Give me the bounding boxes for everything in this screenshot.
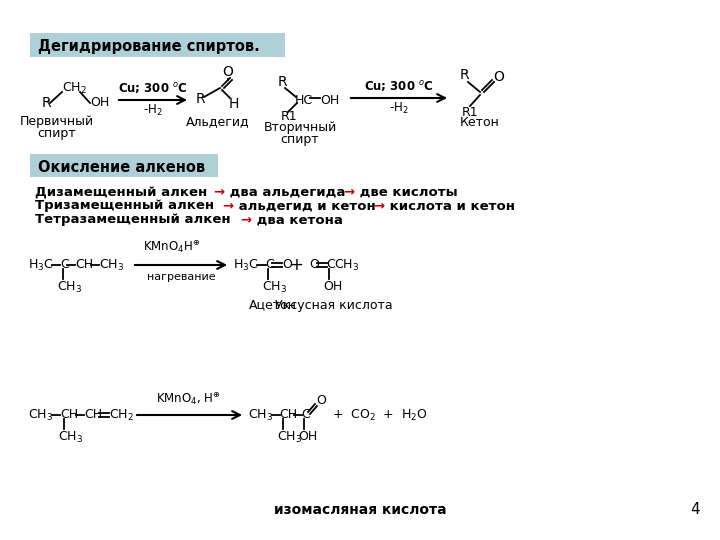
Text: 4: 4 <box>690 503 700 517</box>
Text: Cu; 300 $^o$C: Cu; 300 $^o$C <box>118 82 188 97</box>
Text: Ацетон: Ацетон <box>249 299 297 312</box>
Text: CH$_3$: CH$_3$ <box>28 408 53 422</box>
Text: OH: OH <box>323 280 342 294</box>
Text: H$_3$C: H$_3$C <box>28 258 53 273</box>
Text: два кетона: два кетона <box>252 213 343 226</box>
Text: CH$_3$: CH$_3$ <box>334 258 359 273</box>
Text: R: R <box>278 75 287 89</box>
Text: Уксусная кислота: Уксусная кислота <box>275 299 393 312</box>
Text: CH$_2$: CH$_2$ <box>62 80 87 96</box>
Text: +  CO$_2$  +  H$_2$O: + CO$_2$ + H$_2$O <box>332 408 428 422</box>
Text: KMnO$_4$H$^{\oplus}$: KMnO$_4$H$^{\oplus}$ <box>143 239 201 255</box>
Text: CH$_3$: CH$_3$ <box>248 408 273 422</box>
Text: CH$_3$: CH$_3$ <box>58 429 83 444</box>
Text: CH$_3$: CH$_3$ <box>262 280 287 294</box>
Bar <box>30 33 285 57</box>
Text: изомасляная кислота: изомасляная кислота <box>274 503 446 517</box>
Text: нагревание: нагревание <box>147 272 215 282</box>
Text: Первичный: Первичный <box>20 116 94 129</box>
Text: →: → <box>343 186 354 199</box>
Text: O: O <box>309 259 319 272</box>
Text: Тризамещенный алкен: Тризамещенный алкен <box>35 199 219 213</box>
Text: CH: CH <box>84 408 102 422</box>
Bar <box>30 154 218 177</box>
Text: HC: HC <box>295 93 313 106</box>
Text: две кислоты: две кислоты <box>355 186 458 199</box>
Text: CH: CH <box>279 408 297 422</box>
Text: →: → <box>240 213 251 226</box>
Text: +: + <box>289 256 303 274</box>
Text: C: C <box>301 408 310 422</box>
Text: кислота и кетон: кислота и кетон <box>385 199 515 213</box>
Text: OH: OH <box>320 93 339 106</box>
Text: OH: OH <box>298 430 318 443</box>
Text: альдегид и кетон: альдегид и кетон <box>234 199 380 213</box>
Text: →: → <box>213 186 224 199</box>
Text: O: O <box>493 70 504 84</box>
Text: C: C <box>265 259 274 272</box>
Text: H: H <box>229 97 239 111</box>
Text: спирт: спирт <box>281 132 319 145</box>
Text: CH$_2$: CH$_2$ <box>109 408 134 422</box>
Text: CH: CH <box>75 259 93 272</box>
Text: Кетон: Кетон <box>460 116 500 129</box>
Text: Дегидрирование спиртов.: Дегидрирование спиртов. <box>38 39 260 55</box>
Text: CH: CH <box>60 408 78 422</box>
Text: R: R <box>196 92 206 106</box>
Text: H$_3$C: H$_3$C <box>233 258 258 273</box>
Text: Альдегид: Альдегид <box>186 116 250 129</box>
Text: -H$_2$: -H$_2$ <box>143 103 163 118</box>
Text: C: C <box>60 259 68 272</box>
Text: O: O <box>282 259 292 272</box>
Text: KMnO$_4$, H$^{\oplus}$: KMnO$_4$, H$^{\oplus}$ <box>156 391 220 407</box>
Text: спирт: спирт <box>37 126 76 139</box>
Text: CH$_3$: CH$_3$ <box>277 429 302 444</box>
Text: два альдегида: два альдегида <box>225 186 350 199</box>
Text: O: O <box>316 395 326 408</box>
Text: →: → <box>222 199 233 213</box>
Text: →: → <box>373 199 384 213</box>
Text: R1: R1 <box>462 105 479 118</box>
Text: R: R <box>460 68 469 82</box>
Text: Cu; 300 $^o$C: Cu; 300 $^o$C <box>364 79 434 94</box>
Text: CH$_3$: CH$_3$ <box>99 258 124 273</box>
Text: -H$_2$: -H$_2$ <box>390 100 409 116</box>
Text: Тетразамещенный алкен: Тетразамещенный алкен <box>35 213 235 226</box>
Text: O: O <box>222 65 233 79</box>
Text: Дизамещенный алкен: Дизамещенный алкен <box>35 186 212 199</box>
Text: R1: R1 <box>281 111 297 124</box>
Text: Вторичный: Вторичный <box>264 122 337 134</box>
Text: Окисление алкенов: Окисление алкенов <box>38 159 205 174</box>
Text: OH: OH <box>90 97 109 110</box>
Text: R: R <box>42 96 52 110</box>
Text: C: C <box>326 259 335 272</box>
Text: CH$_3$: CH$_3$ <box>57 280 82 294</box>
